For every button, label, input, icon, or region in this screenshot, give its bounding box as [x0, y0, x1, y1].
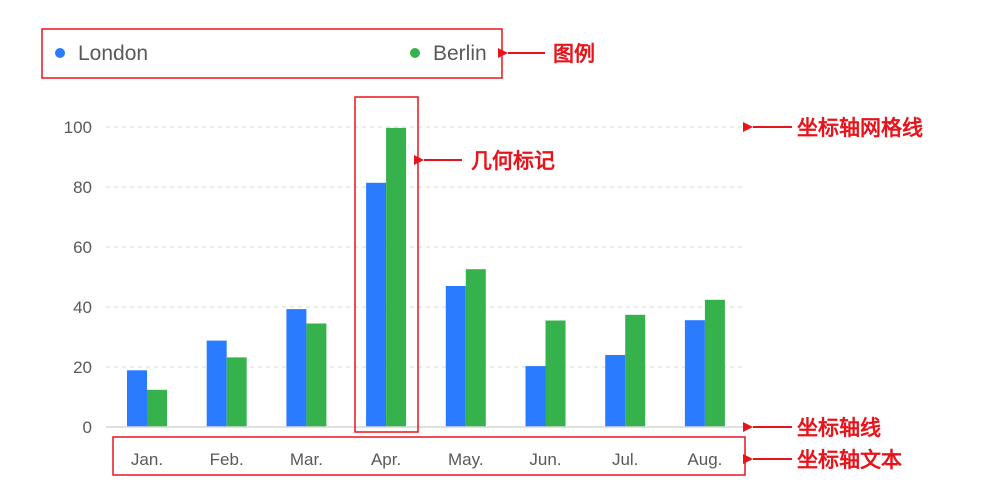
x-category-label: Jun. — [529, 450, 561, 469]
y-tick-label: 40 — [73, 298, 92, 317]
bar-london-1[interactable] — [206, 340, 227, 427]
y-tick-label: 80 — [73, 178, 92, 197]
bar-berlin-5[interactable] — [545, 320, 566, 428]
bar-london-3[interactable] — [366, 182, 387, 427]
bar-london-0[interactable] — [127, 370, 147, 427]
y-tick-label: 0 — [83, 418, 92, 437]
legend-label-berlin[interactable]: Berlin — [433, 42, 487, 65]
x-category-label: May. — [448, 450, 484, 469]
x-category-label: Jul. — [612, 450, 638, 469]
bar-london-4[interactable] — [445, 286, 466, 427]
x-category-label: Jan. — [131, 450, 163, 469]
bar-london-5[interactable] — [525, 366, 546, 427]
marks-highlight-box — [354, 96, 419, 433]
y-axis-ticks: 0 20 40 60 80 100 — [64, 118, 92, 437]
annotation-gridlines: 坐标轴网格线 — [797, 116, 923, 140]
annotation-arrows — [414, 48, 792, 464]
annotation-marks: 几何标记 — [471, 149, 555, 173]
annotation-legend: 图例 — [553, 42, 595, 66]
x-category-label: Feb. — [210, 450, 244, 469]
y-tick-label: 60 — [73, 238, 92, 257]
bar-london-7[interactable] — [684, 320, 705, 427]
bar-london-6[interactable] — [605, 355, 626, 427]
bar-berlin-7[interactable] — [704, 299, 725, 427]
gridlines — [106, 126, 745, 368]
x-axis-labels: Jan. Feb. Mar. Apr. May. Jun. Jul. Aug. — [131, 450, 722, 469]
bar-berlin-2[interactable] — [306, 323, 327, 428]
bar-berlin-1[interactable] — [226, 357, 247, 427]
x-category-label: Mar. — [290, 450, 323, 469]
legend-marker-london — [55, 48, 65, 58]
axis-text-highlight-box — [112, 436, 746, 476]
y-tick-label: 20 — [73, 358, 92, 377]
x-category-label: Aug. — [687, 450, 722, 469]
x-category-label: Apr. — [371, 450, 401, 469]
bars — [127, 127, 725, 428]
annotation-axis-text: 坐标轴文本 — [797, 448, 902, 472]
bar-berlin-0[interactable] — [147, 389, 167, 427]
bar-berlin-3[interactable] — [386, 127, 407, 428]
bar-berlin-4[interactable] — [465, 269, 486, 427]
bar-london-2[interactable] — [286, 309, 307, 427]
legend[interactable]: London Berlin — [55, 42, 487, 65]
legend-marker-berlin — [410, 48, 420, 58]
bar-berlin-6[interactable] — [625, 314, 646, 427]
annotation-axis-line: 坐标轴线 — [797, 416, 881, 440]
legend-label-london[interactable]: London — [78, 42, 148, 65]
y-tick-label: 100 — [64, 118, 92, 137]
